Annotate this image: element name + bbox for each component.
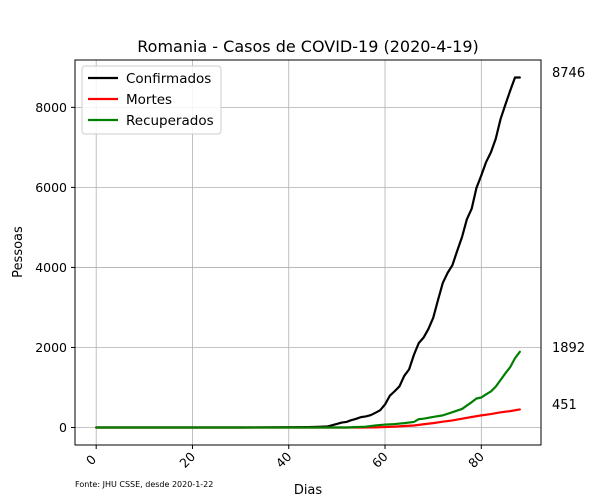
end-label-confirmados: 8746 (552, 66, 585, 81)
legend-label-mortes: Mortes (126, 92, 172, 108)
end-label-mortes: 451 (552, 398, 577, 413)
series-line-recuperados (95, 350, 521, 429)
y-tick-label: 0 (59, 420, 67, 435)
x-tick-label: 80 (465, 449, 487, 471)
x-tick-label: 0 (83, 452, 99, 468)
y-tick-label: 2000 (35, 340, 67, 355)
plot-frame (74, 59, 542, 446)
x-tick-label: 60 (369, 449, 391, 471)
x-axis-label: Dias (294, 483, 323, 498)
x-tick-label: 40 (273, 449, 295, 471)
legend-label-confirmados: Confirmados (126, 71, 211, 87)
x-tick-label: 20 (176, 449, 198, 471)
series-lines (95, 76, 521, 429)
ticks: 0 20 40 60 80 0 2000 4000 6000 8000 (35, 100, 487, 471)
y-axis-label: Pessoas (11, 226, 26, 278)
series-line-mortes (95, 408, 521, 429)
y-tick-label: 4000 (35, 260, 67, 275)
legend-label-recuperados: Recuperados (126, 113, 214, 129)
y-tick-label: 6000 (35, 180, 67, 195)
chart-title: Romania - Casos de COVID-19 (2020-4-19) (137, 37, 479, 56)
source-note: Fonte: JHU CSSE, desde 2020-1-22 (75, 480, 213, 489)
series-line-confirmados (95, 76, 521, 429)
legend-box (81, 65, 222, 135)
y-tick-label: 8000 (35, 100, 67, 115)
end-label-recuperados: 1892 (552, 341, 585, 356)
end-value-labels: 8746 1892 451 (552, 66, 585, 413)
legend: Confirmados Mortes Recuperados (81, 65, 222, 135)
